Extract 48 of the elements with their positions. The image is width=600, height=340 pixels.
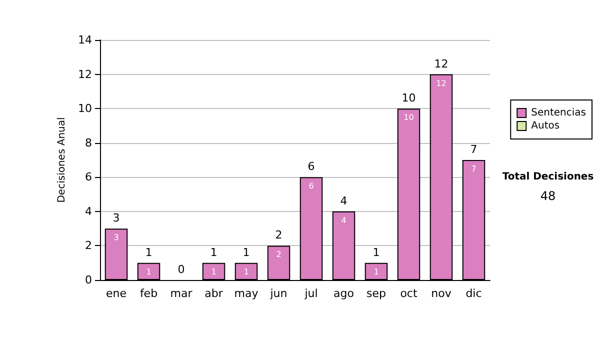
- y-tick-label: 12: [78, 68, 92, 81]
- data-label: 1: [211, 267, 216, 276]
- y-tick-label: 4: [85, 204, 92, 218]
- total-label: 1: [210, 246, 218, 259]
- data-label: 10: [404, 113, 414, 122]
- y-tick-label: 6: [85, 170, 92, 184]
- y-tick-label: 14: [78, 34, 92, 46]
- data-label: 7: [471, 164, 476, 174]
- data-label: 4: [341, 216, 346, 225]
- total-label: 6: [308, 160, 315, 174]
- total-label: 4: [340, 194, 348, 208]
- y-tick-label: 8: [85, 136, 92, 150]
- total-label: 2: [275, 228, 282, 242]
- data-label: 1: [146, 267, 152, 276]
- total-label: 1: [372, 246, 380, 259]
- x-tick-label: sep: [366, 287, 386, 300]
- x-tick-label: mar: [170, 287, 193, 300]
- total-label: 3: [112, 212, 120, 225]
- total-label: 0: [178, 263, 185, 276]
- x-tick-label: ago: [334, 287, 354, 300]
- y-tick-label: 0: [85, 274, 92, 286]
- text: 48: [540, 189, 556, 203]
- data-label: 2: [276, 250, 282, 260]
- x-tick-label: ene: [106, 287, 127, 300]
- data-label: 1: [374, 267, 379, 276]
- y-axis-title: Decisiones Anual: [56, 117, 68, 203]
- x-tick-label: abr: [204, 287, 224, 300]
- x-tick-label: nov: [431, 287, 452, 300]
- total-label: 1: [145, 246, 152, 259]
- x-tick-label: jun: [269, 287, 288, 300]
- data-label: 6: [308, 182, 314, 191]
- x-tick-label: may: [234, 287, 259, 300]
- legend-label: Sentencias: [531, 108, 586, 118]
- x-tick-label: feb: [140, 287, 158, 300]
- data-label: 3: [114, 233, 119, 242]
- total-label: 12: [434, 57, 448, 70]
- total-label: 1: [242, 246, 250, 259]
- x-tick-label: oct: [400, 287, 418, 300]
- total-label: 10: [402, 92, 416, 105]
- data-label: 12: [436, 78, 446, 88]
- y-tick-label: 2: [85, 239, 92, 252]
- total-label: 7: [470, 143, 478, 156]
- y-tick-label: 10: [78, 102, 92, 116]
- legend-label: Autos: [531, 120, 560, 132]
- x-tick-label: dic: [466, 287, 482, 300]
- x-tick-label: jul: [304, 287, 318, 300]
- data-label: 1: [244, 267, 249, 276]
- text: Total Decisiones: [502, 172, 594, 182]
